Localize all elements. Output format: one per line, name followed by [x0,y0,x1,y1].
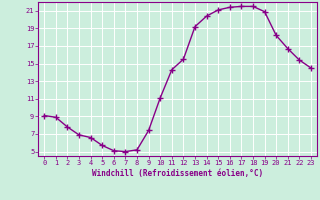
X-axis label: Windchill (Refroidissement éolien,°C): Windchill (Refroidissement éolien,°C) [92,169,263,178]
